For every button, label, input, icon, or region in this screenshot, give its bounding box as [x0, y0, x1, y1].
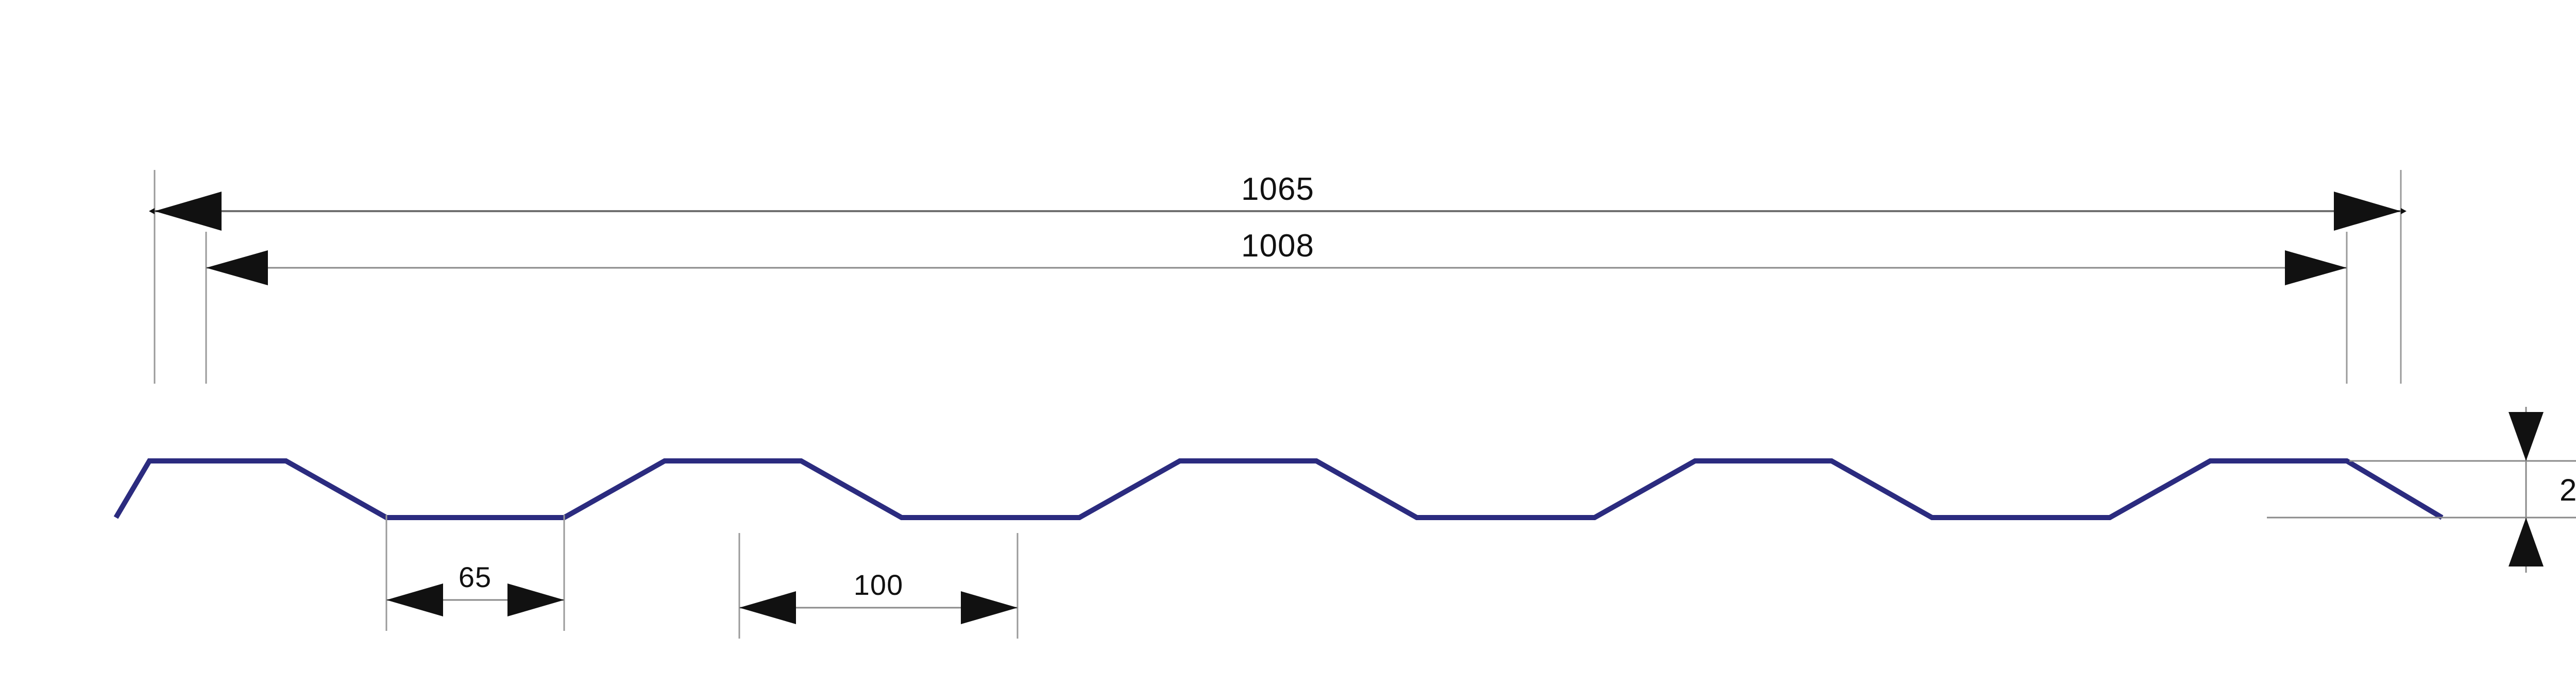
dimension-label-1065: 1065: [1241, 171, 1314, 207]
dimension-label-65: 65: [459, 561, 492, 593]
arrowhead-right-65: [507, 583, 564, 616]
arrowhead-left-1065: [155, 192, 222, 231]
corrugated-profile: [113, 458, 2444, 520]
arrowhead-top-21: [2509, 412, 2544, 461]
arrowhead-right-1065: [2334, 192, 2401, 231]
dimension-overall-width: 1065: [149, 170, 2406, 384]
arrowhead-right-1008: [2285, 250, 2347, 285]
arrowhead-left-1008: [206, 250, 268, 285]
dimension-trough-width: 65: [385, 515, 565, 631]
dimension-label-21mm: 21 мм: [2560, 473, 2576, 507]
dimension-useful-width: 1008: [205, 228, 2348, 384]
dimension-label-100: 100: [854, 569, 903, 601]
dimension-profile-height: 21 мм: [2267, 407, 2576, 573]
profile-polyline: [113, 458, 2444, 520]
arrowhead-bottom-21: [2509, 518, 2544, 566]
arrowhead-left-65: [386, 583, 443, 616]
arrowhead-right-100: [961, 591, 1018, 624]
dimension-label-1008: 1008: [1241, 228, 1314, 264]
dimension-pitch: 100: [738, 533, 1019, 639]
arrowhead-left-100: [739, 591, 796, 624]
